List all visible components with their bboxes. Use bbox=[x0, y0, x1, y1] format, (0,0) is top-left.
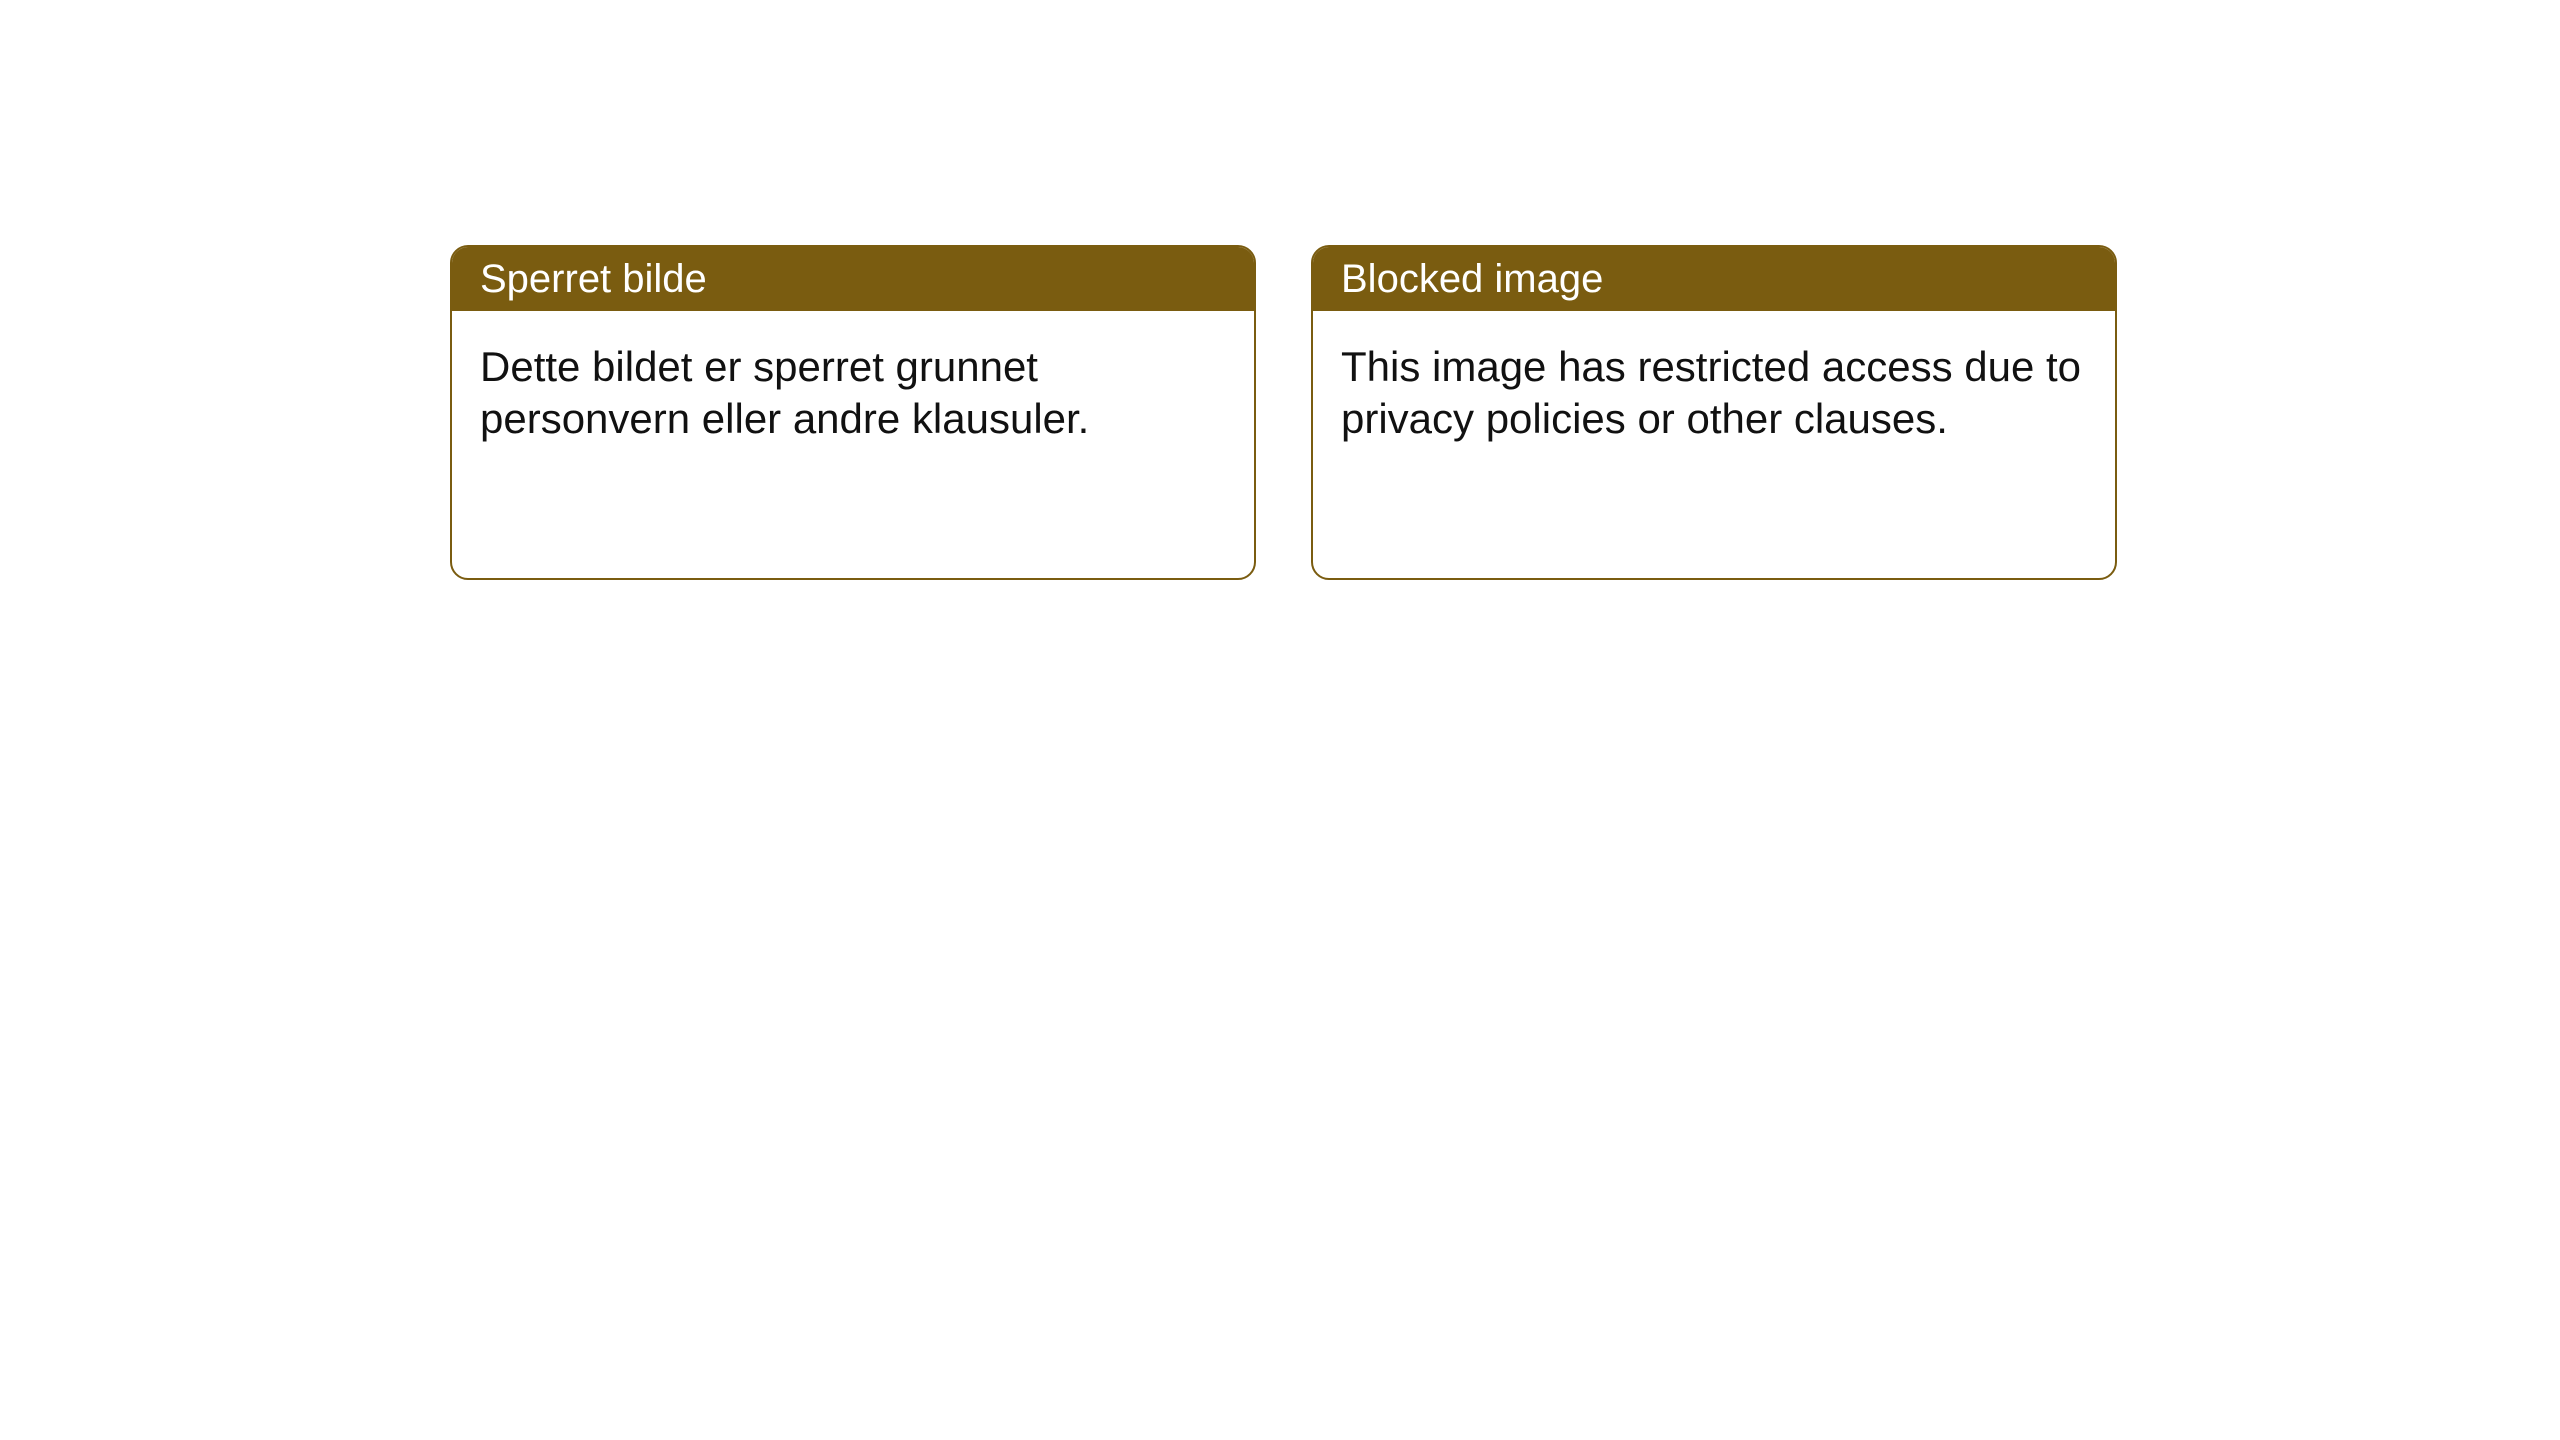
notice-card-norwegian: Sperret bilde Dette bildet er sperret gr… bbox=[450, 245, 1256, 580]
notice-cards-container: Sperret bilde Dette bildet er sperret gr… bbox=[450, 245, 2117, 580]
notice-header-norwegian: Sperret bilde bbox=[452, 247, 1254, 311]
notice-header-english: Blocked image bbox=[1313, 247, 2115, 311]
notice-body-norwegian: Dette bildet er sperret grunnet personve… bbox=[452, 311, 1254, 475]
notice-card-english: Blocked image This image has restricted … bbox=[1311, 245, 2117, 580]
notice-body-english: This image has restricted access due to … bbox=[1313, 311, 2115, 475]
